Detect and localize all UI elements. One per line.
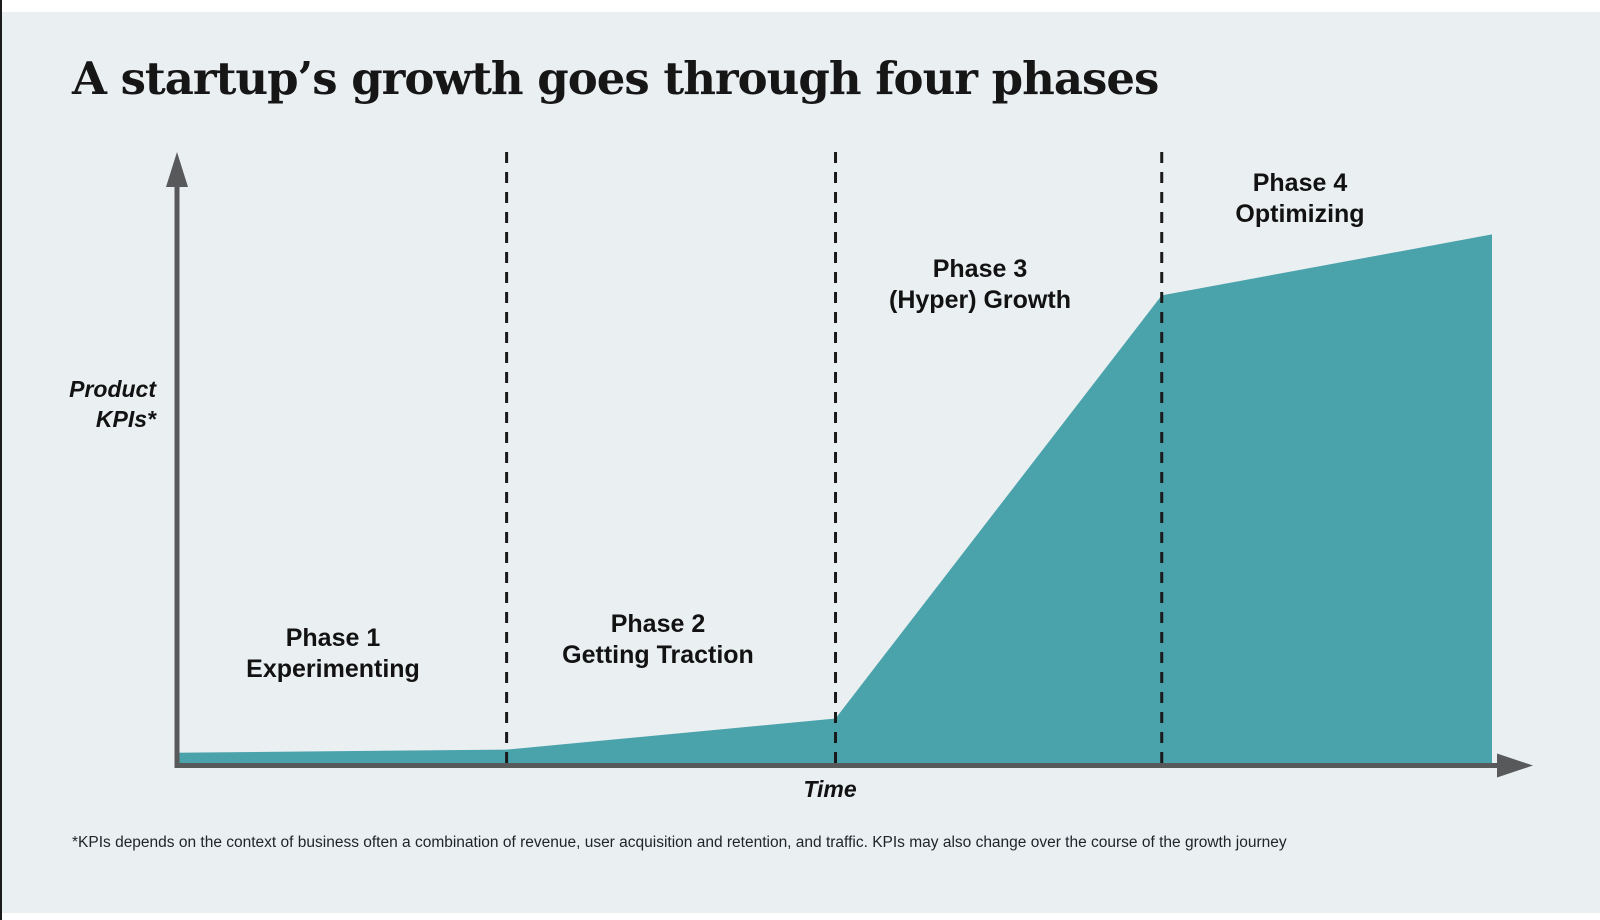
x-axis-arrowhead <box>1497 753 1533 778</box>
phase-descriptor: Experimenting <box>246 655 420 683</box>
y-axis-label-line1: Product <box>69 376 156 402</box>
phase-descriptor: Optimizing <box>1235 200 1365 228</box>
phase-name: Phase 3 <box>932 255 1028 283</box>
y-axis-label: Product KPIs* <box>0 374 156 434</box>
phase-label: Phase 2 Getting Traction <box>488 609 828 671</box>
phase-name: Phase 2 <box>610 610 706 638</box>
y-axis-label-line2: KPIs* <box>95 406 156 432</box>
phase-name: Phase 4 <box>1252 169 1348 197</box>
page-title: A startup’s growth goes through four pha… <box>72 52 1159 105</box>
phase-label: Phase 4 Optimizing <box>1130 168 1470 230</box>
kpi-footnote: *KPIs depends on the context of business… <box>72 834 1287 851</box>
phase-descriptor: (Hyper) Growth <box>889 286 1071 314</box>
phase-descriptor: Getting Traction <box>562 641 754 669</box>
x-axis-label: Time <box>803 776 857 802</box>
screenshot-left-edge <box>0 0 2 920</box>
phase-label: Phase 3 (Hyper) Growth <box>810 254 1150 316</box>
phase-label: Phase 1 Experimenting <box>163 623 503 685</box>
y-axis-arrowhead <box>166 152 188 187</box>
phase-name: Phase 1 <box>285 624 381 652</box>
